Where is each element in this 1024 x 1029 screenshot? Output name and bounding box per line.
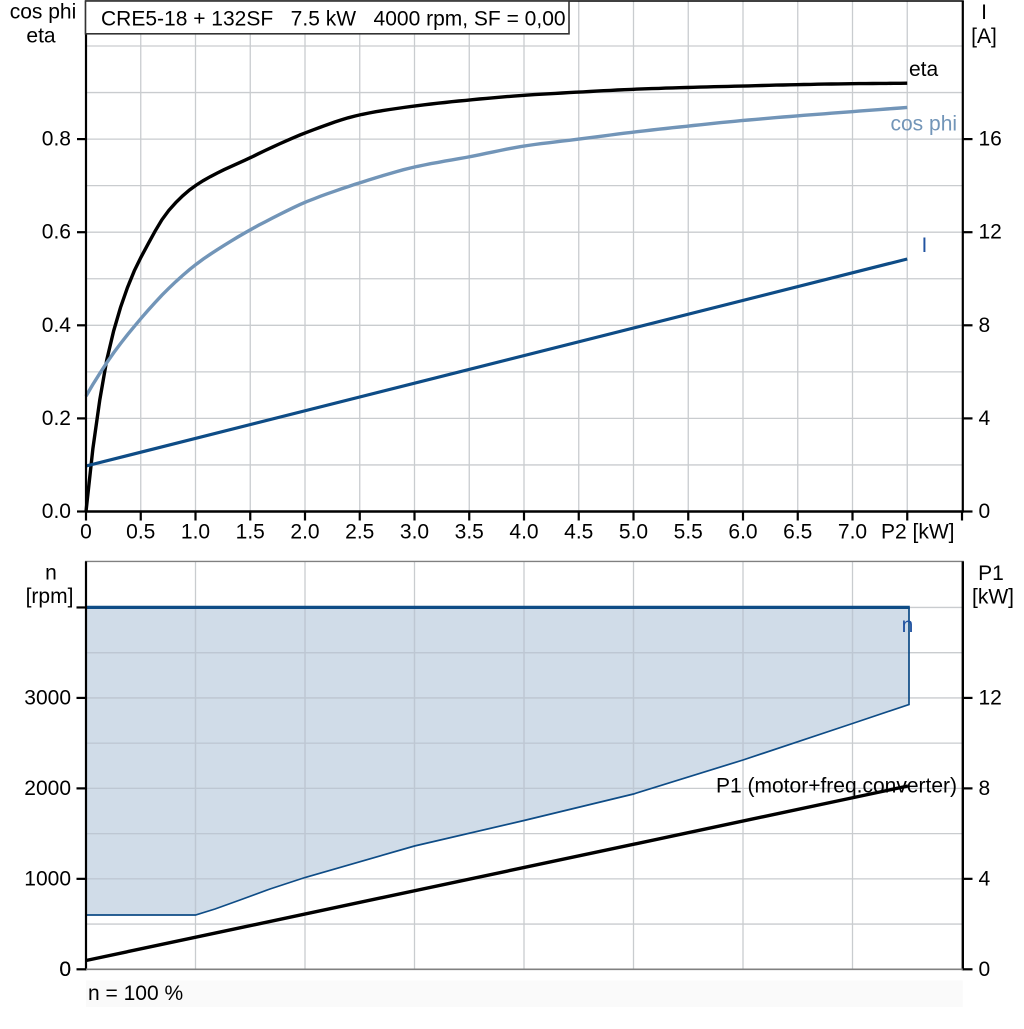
svg-text:0.6: 0.6	[42, 221, 71, 244]
svg-text:0.2: 0.2	[42, 407, 71, 430]
svg-text:6.5: 6.5	[783, 521, 812, 544]
svg-text:2.5: 2.5	[345, 521, 374, 544]
svg-text:12: 12	[979, 221, 1002, 244]
svg-text:7.0: 7.0	[838, 521, 867, 544]
svg-text:0.0: 0.0	[42, 500, 71, 523]
svg-text:5.0: 5.0	[619, 521, 648, 544]
svg-text:4.5: 4.5	[564, 521, 593, 544]
svg-text:[A]: [A]	[971, 25, 997, 48]
svg-text:n: n	[45, 562, 57, 585]
svg-text:4.0: 4.0	[509, 521, 538, 544]
svg-text:4: 4	[979, 867, 991, 890]
svg-text:CRE5-18 + 132SF 7.5 kW 400: CRE5-18 + 132SF 7.5 kW 4000 rpm, SF = 0,…	[101, 8, 566, 31]
svg-text:cos phi: cos phi	[10, 1, 77, 24]
svg-text:I: I	[981, 1, 987, 24]
svg-text:16: 16	[979, 128, 1002, 151]
svg-text:0: 0	[59, 958, 71, 981]
svg-text:0.8: 0.8	[42, 128, 71, 151]
svg-text:1000: 1000	[24, 867, 71, 890]
svg-text:3.0: 3.0	[400, 521, 429, 544]
svg-text:eta: eta	[909, 58, 939, 81]
svg-text:2000: 2000	[24, 777, 71, 800]
svg-text:[rpm]: [rpm]	[26, 585, 74, 608]
svg-text:2.0: 2.0	[290, 521, 319, 544]
svg-text:6.0: 6.0	[728, 521, 757, 544]
svg-text:3.5: 3.5	[455, 521, 484, 544]
svg-text:0: 0	[979, 500, 991, 523]
svg-text:[kW]: [kW]	[972, 586, 1014, 609]
svg-text:P2 [kW]: P2 [kW]	[881, 521, 955, 544]
svg-text:1.0: 1.0	[181, 521, 210, 544]
svg-text:12: 12	[979, 686, 1002, 709]
svg-text:5.5: 5.5	[674, 521, 703, 544]
svg-text:0: 0	[979, 958, 991, 981]
svg-text:1.5: 1.5	[236, 521, 265, 544]
svg-text:n: n	[902, 614, 914, 637]
svg-text:0: 0	[59, 958, 71, 981]
svg-text:8: 8	[979, 777, 991, 800]
svg-text:n = 100 %: n = 100 %	[88, 982, 183, 1005]
svg-text:eta: eta	[26, 25, 56, 48]
svg-text:0: 0	[80, 521, 92, 544]
svg-text:3000: 3000	[24, 686, 71, 709]
svg-text:8: 8	[979, 314, 991, 337]
svg-text:I: I	[922, 234, 928, 257]
svg-text:0.5: 0.5	[126, 521, 155, 544]
svg-text:P1 (motor+freq.converter): P1 (motor+freq.converter)	[716, 775, 957, 798]
svg-text:0.4: 0.4	[42, 314, 72, 337]
svg-text:cos phi: cos phi	[891, 113, 958, 136]
svg-text:P1: P1	[978, 562, 1004, 585]
svg-text:4: 4	[979, 407, 991, 430]
